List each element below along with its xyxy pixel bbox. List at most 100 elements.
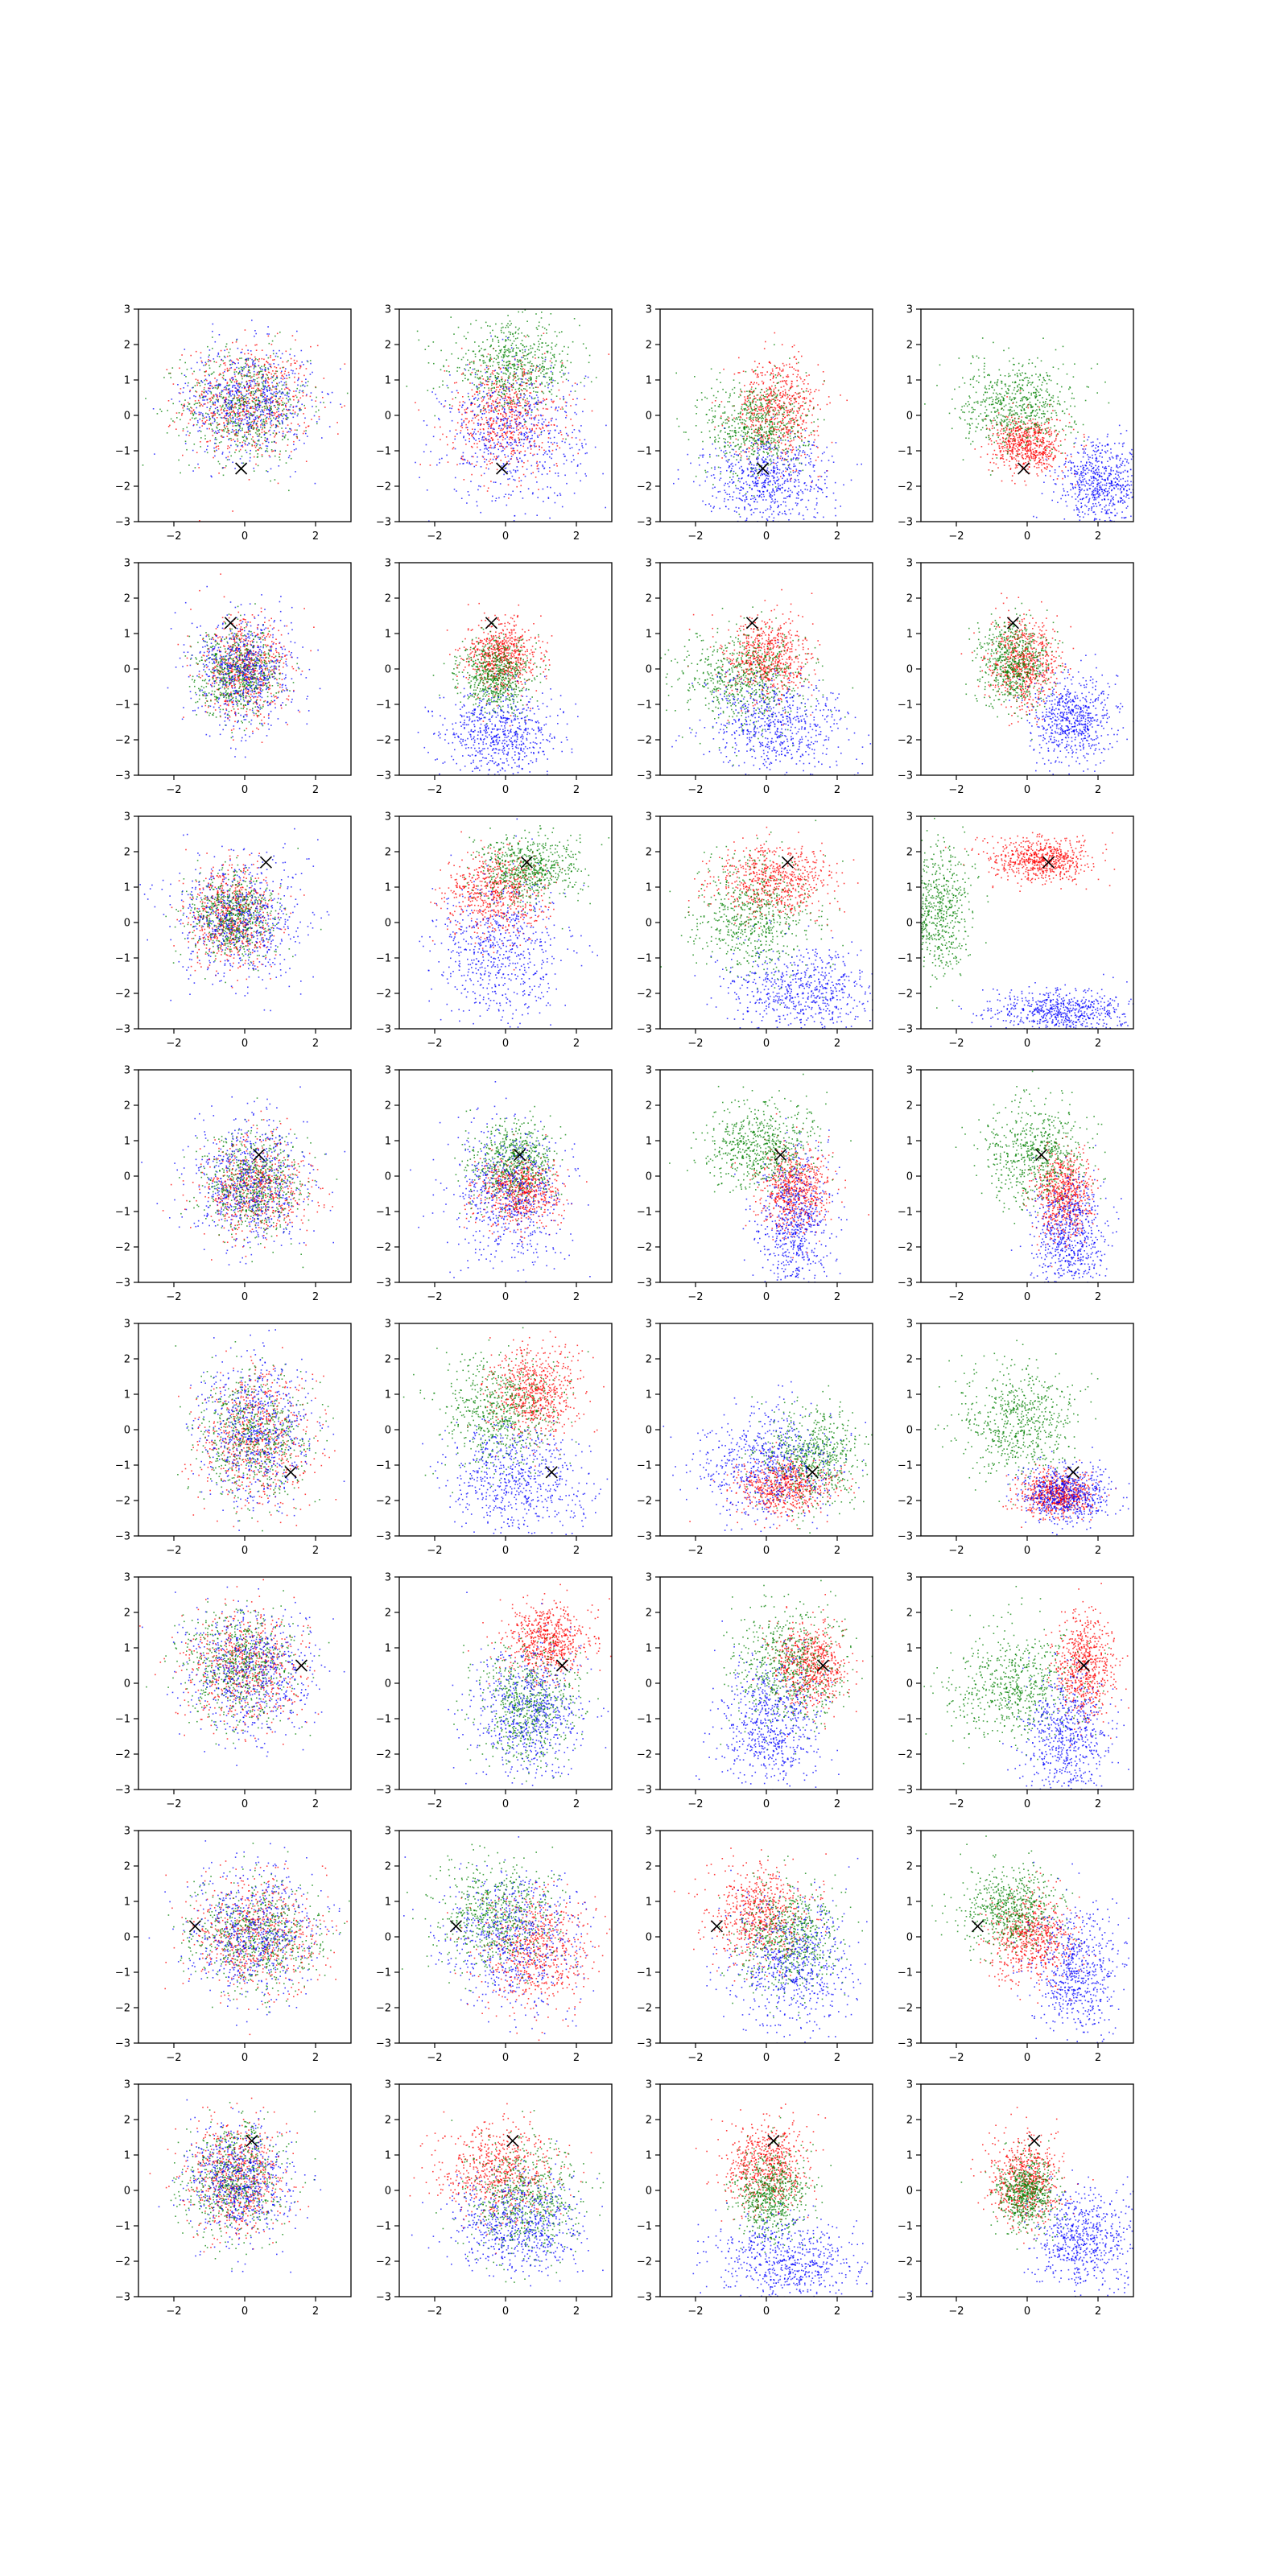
data-point <box>217 417 218 419</box>
data-point <box>770 417 772 419</box>
data-point <box>497 456 498 458</box>
data-point <box>505 345 506 347</box>
data-point <box>797 374 799 376</box>
data-point <box>446 455 448 456</box>
data-point <box>235 435 237 436</box>
data-point <box>776 429 778 431</box>
data-point <box>559 371 561 373</box>
data-point <box>197 464 199 465</box>
data-point <box>576 404 577 406</box>
data-point <box>474 429 476 431</box>
data-point <box>216 399 217 401</box>
data-point <box>216 439 217 440</box>
data-point <box>213 387 215 389</box>
data-point <box>785 417 786 419</box>
data-point <box>814 435 815 436</box>
data-point <box>525 349 526 351</box>
data-point <box>456 382 457 384</box>
data-point <box>237 409 239 411</box>
data-point <box>168 373 170 374</box>
data-point <box>548 437 550 439</box>
data-point <box>802 405 803 407</box>
data-point <box>197 431 199 432</box>
data-point <box>502 405 503 407</box>
data-point <box>487 325 489 327</box>
data-point <box>534 383 535 385</box>
data-point <box>247 401 249 402</box>
data-point <box>269 387 270 389</box>
data-point <box>266 421 267 423</box>
data-point <box>303 443 305 444</box>
data-point <box>236 393 237 394</box>
data-point <box>536 327 538 328</box>
data-point <box>806 422 807 423</box>
data-point <box>466 412 468 414</box>
data-point <box>269 372 270 374</box>
data-point <box>495 324 497 325</box>
data-point <box>525 399 526 401</box>
data-point <box>574 318 576 320</box>
data-point <box>786 423 787 425</box>
data-point <box>806 375 807 377</box>
data-point <box>266 438 268 440</box>
data-point <box>517 466 518 468</box>
data-point <box>502 436 504 437</box>
data-point <box>803 398 805 399</box>
data-point <box>217 385 218 386</box>
data-point <box>184 374 186 376</box>
data-point <box>288 389 290 390</box>
data-point <box>407 386 408 387</box>
data-point <box>459 367 460 369</box>
data-point <box>727 434 729 436</box>
data-point <box>492 370 493 372</box>
data-point <box>502 415 504 416</box>
data-point <box>510 445 512 447</box>
data-point <box>551 389 552 390</box>
data-point <box>254 364 255 365</box>
data-point <box>542 327 543 328</box>
data-point <box>814 440 815 441</box>
data-point <box>807 409 809 411</box>
data-point <box>236 431 237 433</box>
data-point <box>270 355 271 357</box>
data-point <box>316 423 318 425</box>
data-point <box>762 372 763 374</box>
data-point <box>433 436 435 438</box>
data-point <box>285 404 287 406</box>
data-point <box>514 431 515 433</box>
data-point <box>253 411 254 413</box>
data-point <box>273 432 275 434</box>
data-point <box>547 486 548 488</box>
data-point <box>489 426 490 427</box>
data-point <box>458 358 460 360</box>
data-point <box>258 409 260 411</box>
data-point <box>228 423 229 425</box>
data-point <box>488 488 489 489</box>
data-point <box>513 379 514 381</box>
data-point <box>232 342 233 344</box>
data-point <box>266 361 268 363</box>
data-point <box>544 452 546 454</box>
data-point <box>279 382 280 384</box>
data-point <box>516 430 518 431</box>
data-point <box>280 396 282 398</box>
data-point <box>486 356 488 357</box>
data-point <box>546 332 547 334</box>
data-point <box>488 428 489 430</box>
data-point <box>795 358 797 360</box>
data-point <box>288 457 290 459</box>
data-point <box>707 398 708 399</box>
data-point <box>709 409 711 411</box>
data-point <box>535 443 536 444</box>
data-point <box>754 361 756 362</box>
data-point <box>539 419 540 421</box>
data-point <box>753 448 754 449</box>
data-point <box>675 373 677 374</box>
data-point <box>451 408 452 410</box>
data-point <box>154 453 155 455</box>
data-point <box>767 411 769 412</box>
data-point <box>545 451 547 452</box>
data-point <box>538 415 539 416</box>
data-point <box>223 363 225 365</box>
data-point <box>515 410 517 411</box>
